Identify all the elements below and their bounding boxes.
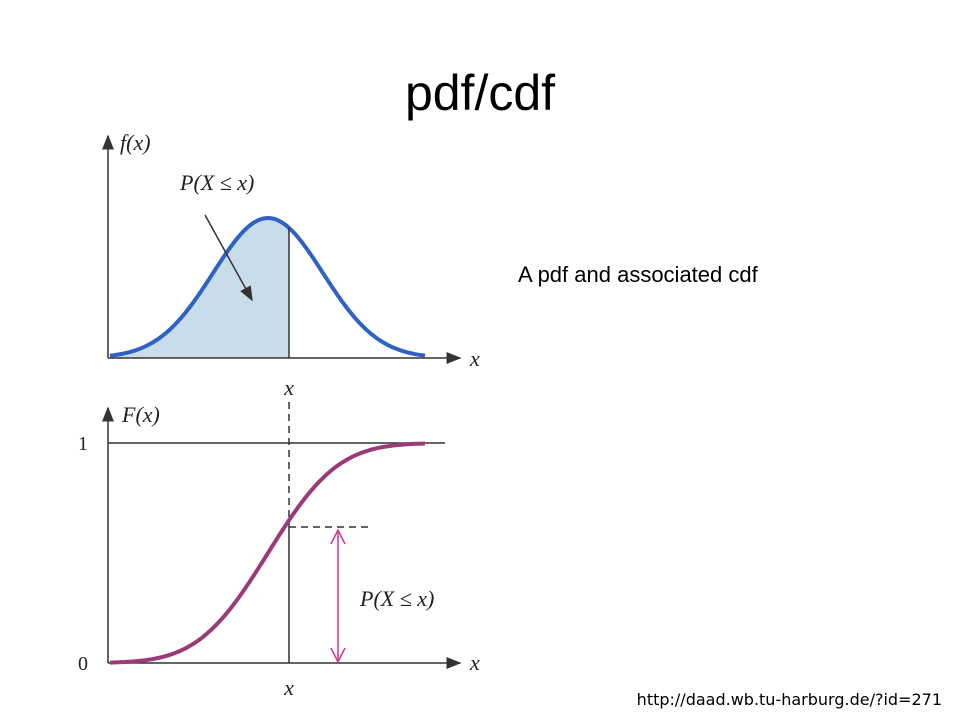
- slide-title: pdf/cdf: [405, 65, 555, 121]
- y-bottom-label: 0: [78, 653, 88, 675]
- y-axis-label: f(x): [120, 130, 151, 155]
- y-top-label: 1: [78, 433, 88, 455]
- x-axis-label: x: [469, 650, 480, 675]
- pdf-plot: f(x) x x P(X ≤ x): [102, 130, 480, 400]
- interval-label: P(X ≤ x): [359, 586, 434, 611]
- pdf-curve: [109, 215, 426, 358]
- source-url: http://daad.wb.tu-harburg.de/?id=271: [637, 690, 942, 709]
- y-axis-label: F(x): [121, 402, 160, 427]
- shaded-area: [110, 218, 289, 358]
- x-marker-label: x: [283, 375, 294, 400]
- x-marker-label: x: [283, 675, 294, 700]
- interval-arrowheads: [330, 528, 346, 664]
- x-axis-label: x: [469, 346, 480, 371]
- area-label: P(X ≤ x): [179, 170, 254, 195]
- cdf-curve: [109, 441, 426, 665]
- pointer-arrow: [204, 214, 253, 302]
- cdf-plot: F(x) 1 0 x x P(X ≤ x): [78, 402, 480, 700]
- caption: A pdf and associated cdf: [518, 262, 759, 287]
